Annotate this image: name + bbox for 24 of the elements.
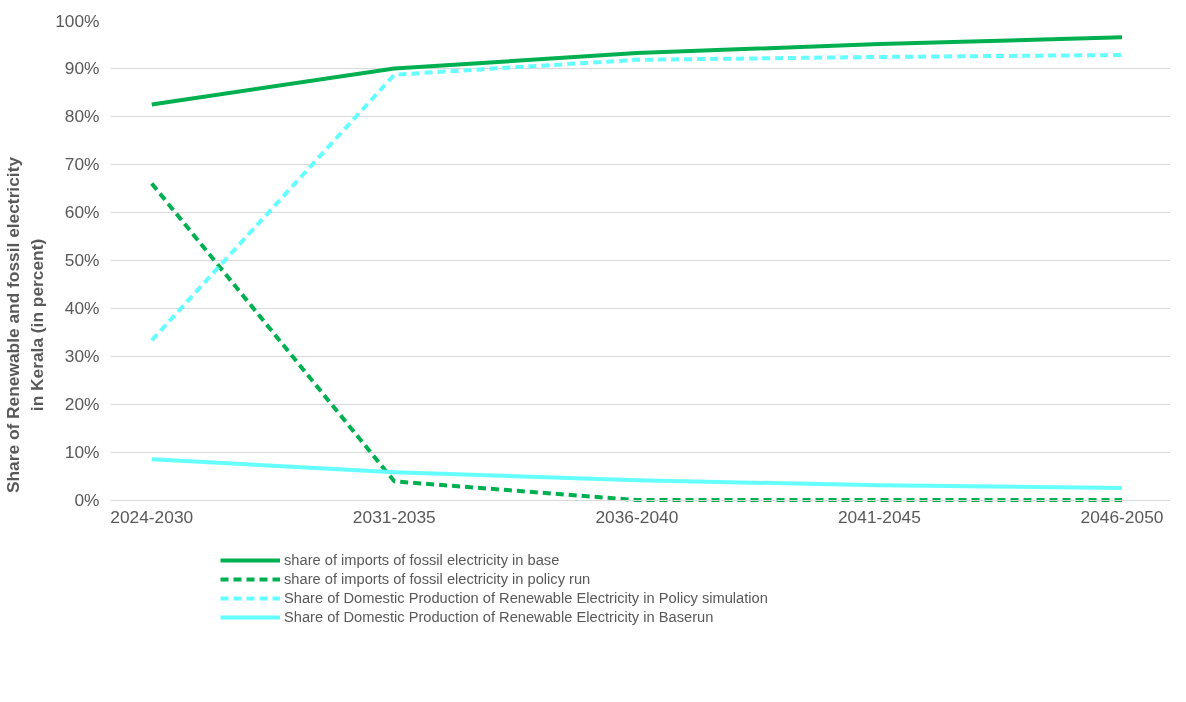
- y-tick-label: 70%: [64, 154, 100, 175]
- x-tick-label: 2041-2045: [837, 507, 921, 528]
- y-tick-label: 80%: [64, 106, 100, 127]
- y-tick-label: 90%: [64, 58, 100, 79]
- x-tick-label: 2046-2050: [1080, 507, 1164, 528]
- legend-label: share of imports of fossil electricity in policy run: [284, 571, 591, 587]
- y-tick-label: 40%: [64, 298, 100, 319]
- y-tick-label: 20%: [64, 394, 100, 415]
- line-series: [149, 53, 1124, 343]
- line-series: [149, 35, 1124, 107]
- y-tick-label: 0%: [74, 490, 100, 511]
- legend-label: Share of Domestic Production of Renewable Electricity in Policy simulation: [284, 590, 768, 606]
- x-tick-label: 2036-2040: [595, 507, 679, 528]
- y-tick-label: 60%: [64, 202, 100, 223]
- line-series: [149, 457, 1124, 491]
- y-tick-label: 10%: [64, 442, 100, 463]
- legend-label: Share of Domestic Production of Renewable Electricity in Baserun: [284, 609, 714, 625]
- y-tick-label: 100%: [55, 10, 100, 31]
- y-axis-title: Share of Renewable and fossil electricity in Kerala (in percent): [3, 156, 48, 494]
- y-tick-label: 30%: [64, 346, 100, 367]
- x-tick-label: 2031-2035: [352, 507, 436, 528]
- legend-label: share of imports of fossil electricity in base: [284, 552, 560, 568]
- y-tick-label: 50%: [64, 250, 100, 271]
- x-tick-label: 2024-2030: [110, 507, 194, 528]
